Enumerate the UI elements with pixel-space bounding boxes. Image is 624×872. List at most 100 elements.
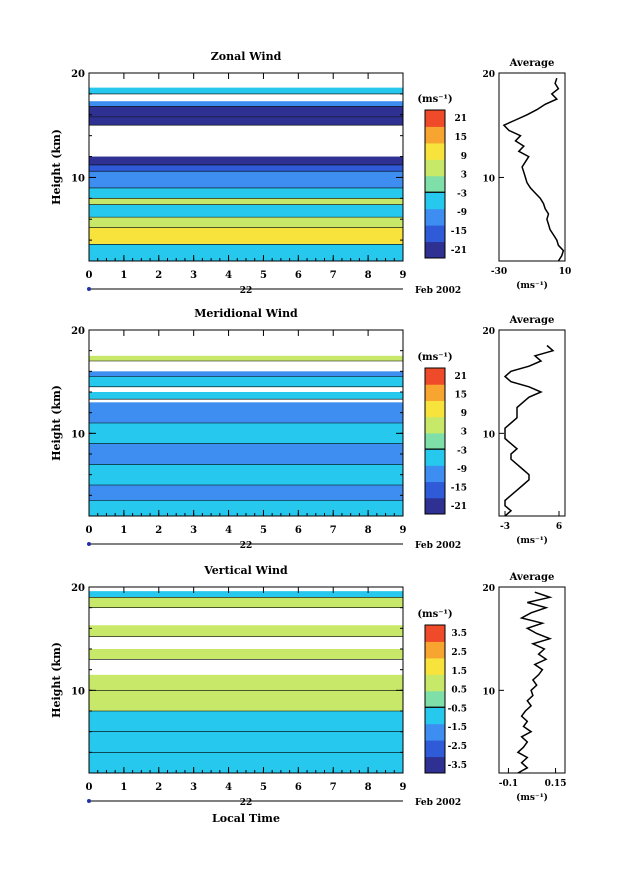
x-tick-label: 0 xyxy=(86,782,93,793)
x-tick-label: 2 xyxy=(155,782,162,793)
x-tick-label: 3 xyxy=(190,270,197,281)
colorbar-swatch xyxy=(425,481,445,499)
colorbar-tick-label: 3 xyxy=(461,428,467,438)
x-tick-label: 8 xyxy=(365,270,372,281)
colorbar-tick-label: 9 xyxy=(461,409,467,419)
colorbar-tick-label: -21 xyxy=(451,246,467,256)
profile-title: Average xyxy=(509,58,555,69)
colorbar-swatch xyxy=(425,126,445,144)
heatmap-band xyxy=(89,156,403,165)
average-profile: Average -30 10 10 20 (ms⁻¹) xyxy=(482,58,571,291)
heatmap-band xyxy=(89,625,403,637)
day-label: 22 xyxy=(240,286,253,296)
panel-0: Zonal Wind Height (km) 0 1 2 3 4 5 6 7 8 9 10 20 22 Feb… xyxy=(50,50,571,296)
x-tick-label: 8 xyxy=(365,782,372,793)
colorbar-tick-label: 3.5 xyxy=(451,629,467,639)
heatmap-band xyxy=(89,690,403,711)
heatmap-band xyxy=(89,423,403,444)
profile-frame xyxy=(498,329,566,517)
colorbar-tick-label: 21 xyxy=(454,114,467,124)
profile-y-tick-label: 10 xyxy=(482,174,495,184)
colorbar-swatch xyxy=(425,159,445,177)
profile-line xyxy=(502,77,565,262)
colorbar-swatch xyxy=(425,625,445,642)
colorbar-swatch xyxy=(425,225,445,243)
colorbar-swatch xyxy=(425,142,445,160)
colorbar: 21 15 9 3 -3 -9 -15 -21 (ms⁻¹) xyxy=(417,94,467,259)
date-axis-marker xyxy=(87,287,91,291)
heatmap-band xyxy=(89,711,403,732)
colorbar-tick-label: -0.5 xyxy=(448,704,467,714)
x-tick-label: 4 xyxy=(225,270,232,281)
day-label: 22 xyxy=(240,798,253,808)
y-axis-label: Height (km) xyxy=(50,642,63,718)
colorbar-swatch xyxy=(425,416,445,434)
heatmap-bands xyxy=(89,591,403,774)
heatmap-band xyxy=(89,171,403,188)
profile-y-tick-label: 20 xyxy=(482,70,495,80)
profile-frame xyxy=(498,72,566,262)
profile-x-label: (ms⁻¹) xyxy=(516,280,548,291)
heatmap-band xyxy=(89,204,403,218)
x-tick-label: 4 xyxy=(225,782,232,793)
heatmap-band xyxy=(89,244,403,261)
colorbar-swatch xyxy=(425,400,445,418)
x-tick-label: 3 xyxy=(190,525,197,536)
profile-x-tick-label: -30 xyxy=(491,267,507,277)
profile-x-tick-label: 10 xyxy=(559,267,572,277)
heatmap-band xyxy=(89,187,403,199)
colorbar-tick-label: -21 xyxy=(451,502,467,512)
colorbar-tick-label: -1.5 xyxy=(448,723,467,733)
heatmap-band xyxy=(89,597,403,608)
heatmap-band xyxy=(89,371,403,377)
heatmap-band xyxy=(89,87,403,94)
colorbar-swatch xyxy=(425,449,445,466)
colorbar-swatch xyxy=(425,192,445,210)
colorbar-swatch xyxy=(425,723,445,741)
colorbar-tick-label: 9 xyxy=(461,152,467,162)
profile-line xyxy=(516,591,553,774)
x-tick-label: 6 xyxy=(295,270,302,281)
heatmap-band xyxy=(89,649,403,660)
colorbar-unit-label: (ms⁻¹) xyxy=(417,609,452,620)
colorbar-tick-label: -3 xyxy=(457,446,467,456)
x-tick-label: 3 xyxy=(190,782,197,793)
x-tick-label: 7 xyxy=(330,782,337,793)
colorbar-swatch xyxy=(425,432,445,450)
heatmap-band xyxy=(89,485,403,501)
colorbar-unit-label: (ms⁻¹) xyxy=(417,352,452,363)
profile-y-tick-label: 20 xyxy=(482,584,495,594)
heatmap-band xyxy=(89,116,403,126)
colorbar-swatch xyxy=(425,241,445,259)
x-tick-label: 9 xyxy=(400,525,407,536)
date-axis-marker xyxy=(87,799,91,803)
profile-x-tick-label: 6 xyxy=(556,522,562,532)
x-tick-label: 4 xyxy=(225,525,232,536)
heatmap-band xyxy=(89,500,403,516)
heatmap-band xyxy=(89,464,403,485)
heatmap-band xyxy=(89,217,403,228)
colorbar-swatch xyxy=(425,497,445,515)
profile-x-label: (ms⁻¹) xyxy=(516,792,548,803)
colorbar-tick-label: 1.5 xyxy=(451,667,467,677)
x-tick-label: 1 xyxy=(120,270,127,281)
x-tick-label: 5 xyxy=(260,782,267,793)
x-tick-label: 9 xyxy=(400,782,407,793)
y-tick-label: 20 xyxy=(71,326,85,337)
colorbar-tick-label: -3.5 xyxy=(448,761,467,771)
profile-x-tick-label: -3 xyxy=(500,522,510,532)
colorbar-frame xyxy=(424,367,446,515)
date-axis-marker xyxy=(87,542,91,546)
x-tick-label: 2 xyxy=(155,270,162,281)
day-label: 22 xyxy=(240,541,253,551)
heatmap-band xyxy=(89,591,403,598)
date-label: Feb 2002 xyxy=(415,541,461,551)
x-axis-label: Local Time xyxy=(212,812,280,825)
colorbar-tick-label: 3 xyxy=(461,171,467,181)
x-tick-label: 5 xyxy=(260,270,267,281)
date-label: Feb 2002 xyxy=(415,798,461,808)
x-tick-label: 7 xyxy=(330,270,337,281)
colorbar-swatch xyxy=(425,690,445,708)
profile-line xyxy=(503,344,555,517)
